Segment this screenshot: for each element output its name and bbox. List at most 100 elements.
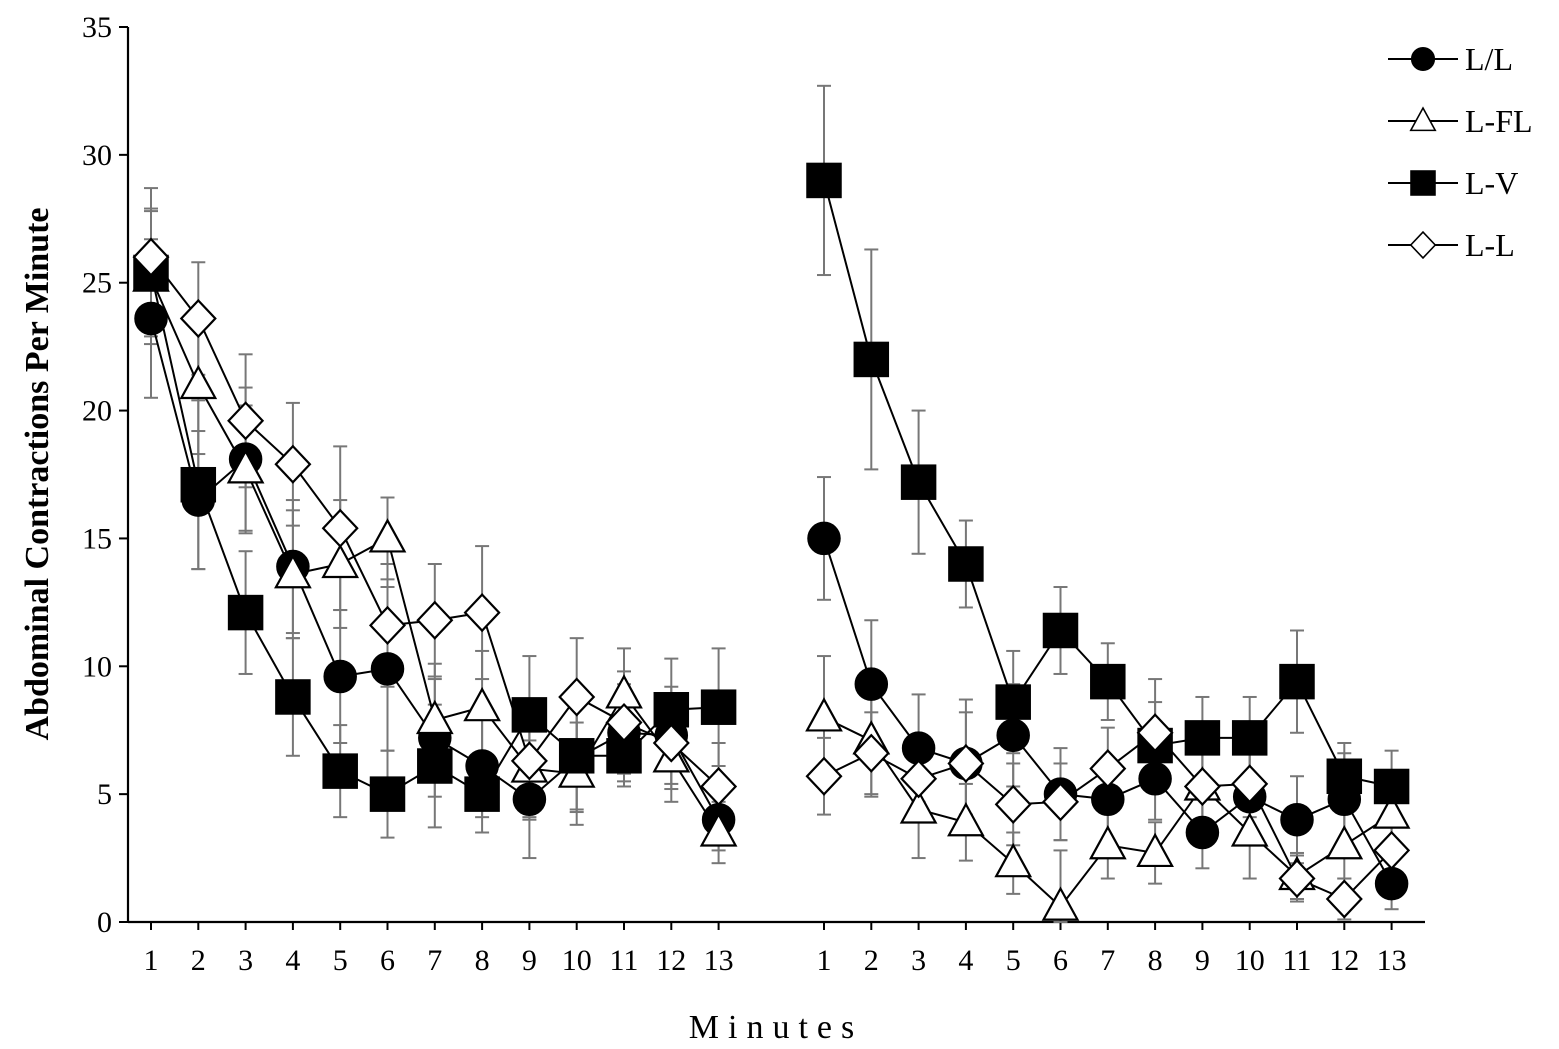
data-point-l-l xyxy=(1138,762,1172,796)
data-point-l-l xyxy=(132,237,170,277)
data-point-l-fl xyxy=(226,449,265,484)
data-point-l-fl xyxy=(1230,812,1269,847)
data-point-l-l xyxy=(510,741,548,781)
data-point-l-v xyxy=(180,466,217,503)
data-point-l-fl xyxy=(321,543,360,579)
data-point-l-l xyxy=(1089,748,1127,789)
data-point-l-v xyxy=(1042,612,1079,649)
data-point-l-v xyxy=(511,697,548,733)
data-point-l-l xyxy=(368,605,407,645)
legend: L/L L-FL L-V L-L xyxy=(1388,41,1533,263)
data-point-l-l xyxy=(274,444,312,484)
x-tick-label: 6 xyxy=(1053,944,1068,977)
data-point-l-v xyxy=(700,689,737,725)
data-point-l-v xyxy=(227,594,264,631)
legend-label-l-l: L/L xyxy=(1465,41,1513,77)
data-point-l-v xyxy=(900,464,937,500)
y-tick-label: 35 xyxy=(82,11,112,44)
data-point-l-v xyxy=(653,692,690,728)
data-point-l-l xyxy=(807,521,841,556)
x-tick-label: 10 xyxy=(562,944,592,977)
data-point-l-fl xyxy=(805,697,843,732)
data-point-l-v xyxy=(275,679,311,715)
x-tick-label: 3 xyxy=(238,944,253,977)
legend-label-l-l: L-L xyxy=(1465,227,1515,263)
data-point-l-v xyxy=(1184,720,1221,756)
data-point-l-fl xyxy=(1325,824,1364,860)
data-point-l-v xyxy=(322,753,358,789)
data-point-l-l xyxy=(1325,879,1363,919)
x-tick-label: 7 xyxy=(1100,944,1115,977)
x-tick-label: 2 xyxy=(191,944,206,977)
legend-marker-l-v xyxy=(1410,170,1436,196)
x-tick-label: 9 xyxy=(1195,944,1210,977)
data-point-l-v xyxy=(464,776,500,812)
data-point-l-fl xyxy=(1088,824,1127,860)
data-point-l-fl xyxy=(605,674,643,709)
data-point-l-l xyxy=(134,301,168,336)
y-tick-label: 30 xyxy=(82,139,112,172)
x-tick-label: 4 xyxy=(958,944,973,977)
data-point-l-l xyxy=(1185,815,1220,850)
x-tick-label: 11 xyxy=(610,944,639,977)
data-point-l-v xyxy=(995,684,1031,720)
y-tick-label: 5 xyxy=(97,778,112,811)
x-tick-label: 9 xyxy=(522,944,537,977)
x-tick-label: 2 xyxy=(864,944,879,977)
legend-marker-l-l xyxy=(1410,46,1436,72)
y-tick-label: 10 xyxy=(82,650,112,683)
data-point-l-l xyxy=(463,592,501,633)
x-tick-label: 5 xyxy=(333,944,348,977)
data-point-l-fl xyxy=(179,364,218,400)
data-point-l-fl xyxy=(1136,832,1174,868)
data-point-l-l xyxy=(854,667,889,701)
x-tick-label: 11 xyxy=(1283,944,1312,977)
data-point-l-v xyxy=(1373,768,1410,805)
x-tick-label: 5 xyxy=(1006,944,1021,977)
data-point-l-l xyxy=(805,756,843,796)
data-point-l-v xyxy=(1090,663,1126,700)
data-point-l-l xyxy=(996,718,1030,753)
x-tick-label: 8 xyxy=(1148,944,1163,977)
x-tick-label: 1 xyxy=(144,944,159,977)
x-tick-label: 8 xyxy=(475,944,490,977)
data-point-l-fl xyxy=(994,842,1033,878)
data-point-l-v xyxy=(417,748,453,784)
y-tick-label: 15 xyxy=(82,522,112,555)
data-point-l-l xyxy=(1231,764,1269,804)
data-point-l-l xyxy=(321,508,359,548)
data-point-l-l xyxy=(1136,713,1174,753)
y-tick-label: 20 xyxy=(82,395,112,428)
data-point-l-v xyxy=(606,738,642,774)
data-point-l-l xyxy=(227,401,265,441)
legend-symbol-l-fl xyxy=(1409,106,1437,132)
data-point-l-l xyxy=(370,652,405,686)
legend-marker-l-fl xyxy=(1409,106,1437,132)
data-point-l-fl xyxy=(699,812,738,847)
data-point-l-fl xyxy=(274,553,312,589)
data-point-l-v xyxy=(948,546,984,582)
data-point-l-l xyxy=(323,659,357,694)
x-tick-label: 6 xyxy=(380,944,395,977)
data-point-l-v xyxy=(558,738,595,774)
legend-label-l-fl: L-FL xyxy=(1465,103,1533,139)
x-tick-label: 10 xyxy=(1235,944,1265,977)
data-point-l-v xyxy=(806,162,842,199)
data-point-l-v xyxy=(369,776,406,812)
x-tick-label: 3 xyxy=(911,944,926,977)
data-point-l-fl xyxy=(1372,794,1411,829)
data-point-l-l xyxy=(1278,858,1316,899)
data-point-l-v xyxy=(853,341,890,378)
x-tick-label: 4 xyxy=(285,944,300,977)
y-axis-label: Abdominal Contractions Per Minute xyxy=(19,208,56,741)
data-point-l-fl xyxy=(947,801,985,837)
data-point-l-l xyxy=(512,782,547,817)
data-point-l-fl xyxy=(463,686,501,722)
data-point-l-fl xyxy=(899,789,938,824)
y-tick-label: 0 xyxy=(97,906,112,939)
legend-label-l-v: L-V xyxy=(1465,165,1518,201)
data-point-l-v xyxy=(1279,663,1315,700)
legend-marker-l-l xyxy=(1409,230,1437,260)
data-point-l-fl xyxy=(368,518,407,553)
